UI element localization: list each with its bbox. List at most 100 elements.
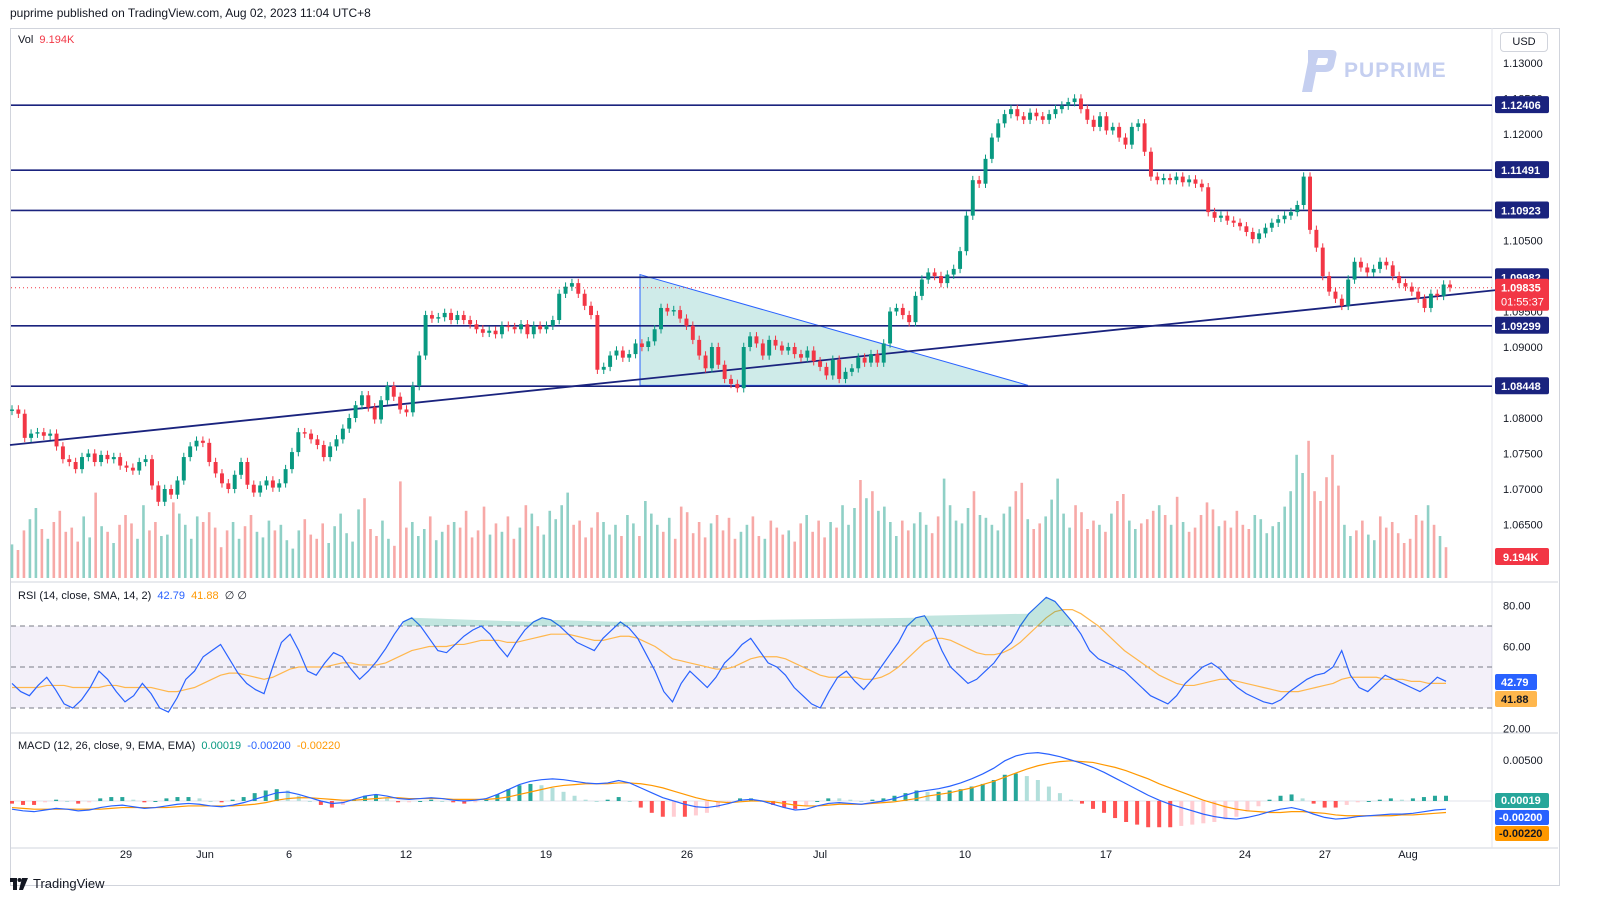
macd-histogram-bar — [175, 797, 180, 801]
candle-body — [54, 433, 59, 447]
level-price-tag — [1495, 161, 1549, 179]
candle-body — [907, 315, 912, 323]
volume-bar — [1110, 513, 1113, 578]
candle-body — [245, 462, 250, 485]
volume-bar — [231, 522, 235, 578]
candle-body — [334, 439, 339, 447]
volume-bar — [387, 538, 390, 578]
rsi-legend-sma: 41.88 — [191, 590, 219, 602]
volume-bar — [679, 506, 683, 578]
candle-body — [1193, 179, 1198, 184]
macd-histogram-bar — [219, 801, 224, 803]
volume-bar — [452, 522, 456, 578]
volume-bar — [399, 481, 402, 578]
candle-body — [391, 386, 396, 397]
macd-histogram-bar — [1135, 801, 1140, 825]
volume-bar — [900, 520, 904, 578]
volume-bar — [751, 516, 755, 578]
volume-legend-value: 9.194K — [39, 34, 75, 46]
volume-bar — [1068, 527, 1071, 578]
volume-bar — [883, 506, 886, 578]
current-price-tag — [1495, 278, 1549, 311]
candle-body — [124, 465, 129, 468]
macd-histogram-bar — [462, 801, 467, 804]
macd-histogram-bar — [1245, 801, 1250, 812]
candle-body — [143, 459, 148, 463]
candle-body — [169, 489, 174, 495]
candle-body — [1136, 123, 1141, 127]
volume-bar — [482, 506, 486, 578]
candle-body — [729, 378, 733, 384]
candle-body — [799, 354, 803, 358]
time-tick-label: 26 — [681, 849, 693, 861]
candle-body — [627, 354, 632, 358]
candle-body — [837, 359, 842, 379]
time-tick-label: Jun — [196, 849, 214, 861]
volume-bar — [393, 545, 396, 578]
rsi-sma-line — [12, 608, 1446, 693]
candle-body — [372, 407, 377, 420]
candle-body — [1002, 114, 1007, 124]
puprime-logo: PUPRIME — [1294, 48, 1447, 94]
chart-frame — [10, 28, 1560, 886]
volume-bar — [10, 544, 14, 578]
volume-bar — [1020, 482, 1024, 578]
candle-body — [1110, 126, 1115, 131]
candle-body — [1040, 116, 1045, 120]
rsi-value-tag — [1495, 674, 1537, 690]
volume-bar — [691, 533, 695, 578]
volume-bar — [895, 536, 898, 578]
volume-bar — [303, 519, 307, 578]
macd-histogram-bar — [10, 801, 14, 804]
candle-body — [1212, 212, 1217, 218]
macd-histogram-bar — [837, 798, 842, 801]
volume-bar — [1384, 527, 1388, 578]
volume-bar — [357, 509, 360, 578]
volume-bar — [297, 530, 301, 578]
rsi-line — [11, 596, 1447, 713]
candle-body — [849, 368, 854, 372]
volume-bar — [1378, 516, 1382, 578]
candle-body — [1397, 276, 1402, 284]
volume-bar — [46, 538, 50, 578]
volume-bar — [960, 523, 964, 578]
price-tick-label: 1.12000 — [1503, 129, 1543, 141]
candle-body — [1346, 279, 1351, 306]
volume-bar — [1038, 523, 1041, 578]
macd-histogram-bar — [1168, 801, 1173, 828]
macd-histogram-bar — [1300, 798, 1305, 801]
macd-histogram-bar — [285, 790, 290, 801]
macd-line — [11, 752, 1447, 820]
volume-bar — [1325, 477, 1328, 578]
candle-body — [1015, 109, 1020, 117]
macd-histogram-bar — [1311, 801, 1316, 804]
candle-body — [1339, 298, 1344, 306]
candle-body — [1314, 229, 1319, 248]
volume-bar — [1432, 524, 1436, 578]
candle-body — [449, 312, 454, 321]
volume-bar — [1319, 501, 1322, 578]
currency-button[interactable]: USD — [1500, 32, 1548, 52]
candle-body — [379, 400, 384, 420]
candle-body — [207, 442, 212, 463]
candle-body — [754, 336, 759, 344]
macd-histogram-bar — [947, 790, 952, 801]
volume-bar — [422, 529, 426, 578]
volume-bar — [1211, 509, 1215, 578]
candle-body — [480, 329, 485, 333]
volume-bar — [1080, 512, 1083, 578]
macd-histogram-bar — [1256, 801, 1261, 807]
candle-body — [16, 409, 21, 414]
candle-body — [302, 432, 307, 434]
volume-bar — [620, 536, 623, 578]
candle-body — [614, 350, 619, 356]
volume-bar — [273, 530, 277, 578]
candle-body — [474, 324, 479, 330]
candle-body — [595, 315, 600, 370]
candle-body — [156, 485, 161, 502]
macd-hist-label: -0.00220 — [1499, 828, 1542, 840]
candle-body — [73, 462, 78, 470]
macd-histogram-bar — [1333, 801, 1338, 808]
volume-bar — [542, 534, 546, 578]
